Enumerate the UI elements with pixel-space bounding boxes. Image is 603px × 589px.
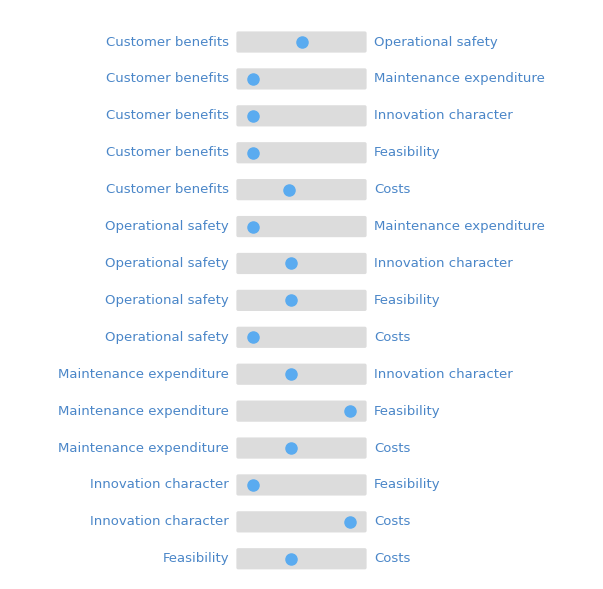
Text: Costs: Costs <box>374 183 410 196</box>
Text: Operational safety: Operational safety <box>106 220 229 233</box>
Text: Innovation character: Innovation character <box>374 368 513 380</box>
Text: Maintenance expenditure: Maintenance expenditure <box>58 405 229 418</box>
FancyBboxPatch shape <box>236 179 367 200</box>
Text: Operational safety: Operational safety <box>106 331 229 344</box>
Text: Maintenance expenditure: Maintenance expenditure <box>374 72 545 85</box>
Text: Customer benefits: Customer benefits <box>106 72 229 85</box>
Text: Feasibility: Feasibility <box>374 405 440 418</box>
FancyBboxPatch shape <box>236 438 367 459</box>
Text: Feasibility: Feasibility <box>163 552 229 565</box>
Text: Operational safety: Operational safety <box>106 257 229 270</box>
Text: Innovation character: Innovation character <box>90 478 229 491</box>
Text: Feasibility: Feasibility <box>374 294 440 307</box>
Text: Operational safety: Operational safety <box>374 35 497 48</box>
FancyBboxPatch shape <box>236 327 367 348</box>
FancyBboxPatch shape <box>236 31 367 52</box>
Text: Costs: Costs <box>374 331 410 344</box>
Text: Customer benefits: Customer benefits <box>106 110 229 123</box>
FancyBboxPatch shape <box>236 363 367 385</box>
Text: Costs: Costs <box>374 552 410 565</box>
Text: Costs: Costs <box>374 442 410 455</box>
Text: Customer benefits: Customer benefits <box>106 146 229 159</box>
Text: Costs: Costs <box>374 515 410 528</box>
Text: Customer benefits: Customer benefits <box>106 183 229 196</box>
FancyBboxPatch shape <box>236 253 367 274</box>
Text: Maintenance expenditure: Maintenance expenditure <box>58 368 229 380</box>
FancyBboxPatch shape <box>236 290 367 311</box>
FancyBboxPatch shape <box>236 474 367 495</box>
Text: Innovation character: Innovation character <box>90 515 229 528</box>
Text: Maintenance expenditure: Maintenance expenditure <box>58 442 229 455</box>
Text: Operational safety: Operational safety <box>106 294 229 307</box>
Text: Customer benefits: Customer benefits <box>106 35 229 48</box>
Text: Innovation character: Innovation character <box>374 110 513 123</box>
FancyBboxPatch shape <box>236 142 367 163</box>
Text: Feasibility: Feasibility <box>374 478 440 491</box>
Text: Innovation character: Innovation character <box>374 257 513 270</box>
FancyBboxPatch shape <box>236 401 367 422</box>
Text: Feasibility: Feasibility <box>374 146 440 159</box>
FancyBboxPatch shape <box>236 216 367 237</box>
FancyBboxPatch shape <box>236 105 367 127</box>
FancyBboxPatch shape <box>236 548 367 570</box>
Text: Maintenance expenditure: Maintenance expenditure <box>374 220 545 233</box>
FancyBboxPatch shape <box>236 511 367 532</box>
FancyBboxPatch shape <box>236 68 367 90</box>
